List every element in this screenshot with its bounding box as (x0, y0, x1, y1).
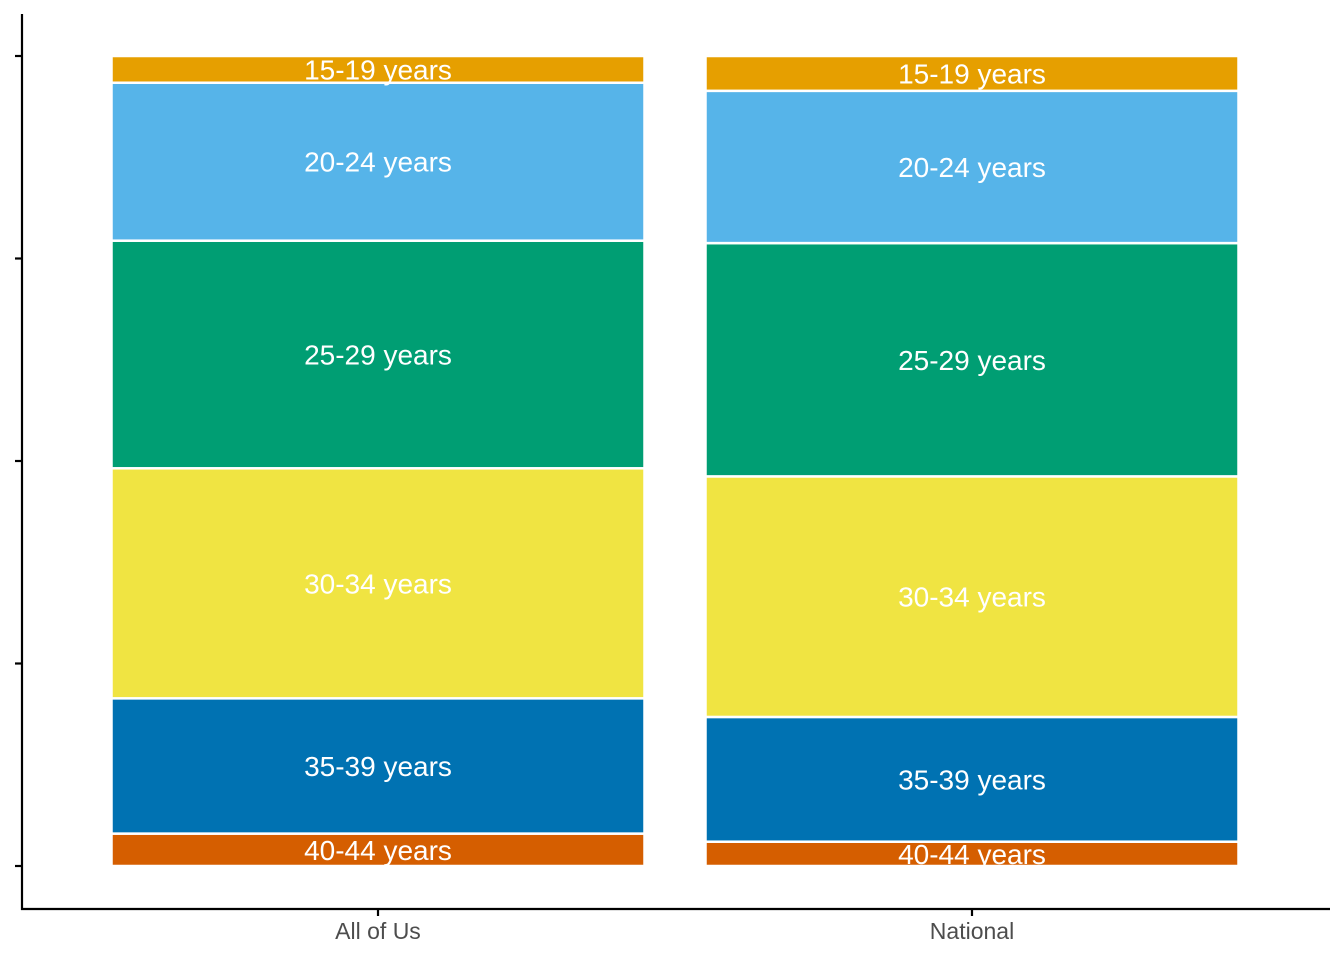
segment-labels: 40-44 years 35-39 years 30-34 years 25-29 y… (304, 54, 1046, 869)
segment-label-15-19-years: 15-19 years (304, 54, 452, 85)
x-category-label: National (930, 918, 1014, 944)
bars (110, 54, 1240, 868)
segment-label-20-24-years: 20-24 years (898, 152, 1046, 183)
x-axis-labels: All of Us National (335, 909, 1014, 944)
segment-label-35-39-years: 35-39 years (304, 751, 452, 782)
bar-segment-national-25-29-years (704, 241, 1240, 478)
segment-label-15-19-years: 15-19 years (898, 58, 1046, 89)
segment-label-35-39-years: 35-39 years (898, 764, 1046, 795)
bar-segment-all-of-us-15-19-years (110, 54, 646, 84)
segment-label-25-29-years: 25-29 years (898, 345, 1046, 376)
x-category-label: All of Us (335, 918, 421, 944)
segment-label-20-24-years: 20-24 years (304, 147, 452, 178)
segment-label-30-34-years: 30-34 years (304, 568, 452, 599)
segment-label-40-44-years: 40-44 years (898, 839, 1046, 870)
segment-label-30-34-years: 30-34 years (898, 582, 1046, 613)
segment-label-40-44-years: 40-44 years (304, 835, 452, 866)
segment-label-25-29-years: 25-29 years (304, 339, 452, 370)
bar-segment-national-20-24-years (704, 89, 1240, 245)
y-axis-ticks (15, 54, 22, 868)
bar-segment-all-of-us-40-44-years (110, 832, 646, 868)
bar-segment-national-35-39-years (704, 715, 1240, 843)
bar-segment-national-30-34-years (704, 475, 1240, 719)
bar-segment-national-15-19-years (704, 54, 1240, 93)
bar-segment-all-of-us-35-39-years (110, 697, 646, 835)
